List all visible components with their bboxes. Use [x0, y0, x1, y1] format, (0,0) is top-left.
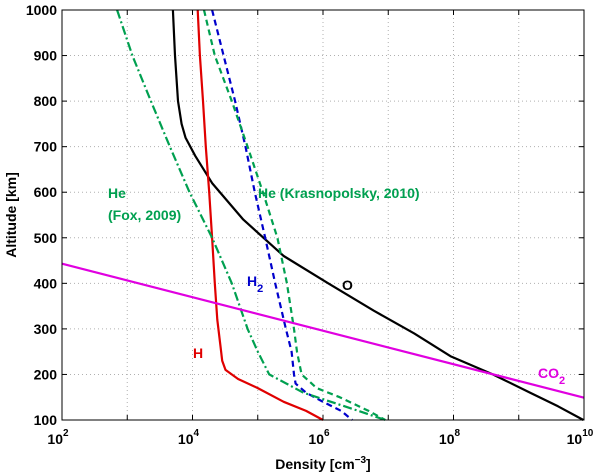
- y-tick-label: 400: [34, 275, 58, 291]
- x-tick-label: 102: [47, 428, 69, 447]
- annotation-he-fox-line2: (Fox, 2009): [108, 207, 181, 223]
- annotation-he-krasnopolsky: He (Krasnopolsky, 2010): [258, 185, 420, 201]
- y-axis-title: Altitude [km]: [3, 172, 19, 258]
- y-tick-label: 700: [34, 139, 58, 155]
- x-tick-label: 106: [308, 428, 330, 447]
- series-line-he-krasnopolsky-2010: [202, 9, 386, 421]
- series-line-co2: [61, 262, 585, 399]
- y-tick-label: 300: [34, 321, 58, 337]
- data-series: [61, 9, 585, 422]
- x-axis-title: Density [cm−3]: [275, 455, 370, 472]
- y-tick-label: 800: [34, 93, 58, 109]
- annotation-co2: CO2: [538, 365, 565, 387]
- x-tick-label: 104: [178, 428, 200, 447]
- y-tick-label: 900: [34, 48, 58, 64]
- y-tick-label: 1000: [26, 2, 57, 18]
- series-line-he-fox-2009: [116, 9, 386, 422]
- annotation-h2: H2: [247, 273, 263, 295]
- series-line-h: [196, 9, 324, 421]
- annotation-o: O: [342, 277, 353, 293]
- annotation-h: H: [193, 345, 203, 361]
- y-tick-label: 200: [34, 366, 58, 382]
- axis-ticks: 100 200 300 400 500 600 700 800 900 1000 102 104 106…: [26, 2, 594, 447]
- y-tick-label: 500: [34, 230, 58, 246]
- annotation-he-fox-line1: He: [108, 185, 126, 201]
- series-line-o: [171, 9, 584, 421]
- y-tick-label: 100: [34, 412, 58, 428]
- y-tick-label: 600: [34, 184, 58, 200]
- x-tick-label: 108: [439, 428, 461, 447]
- x-tick-label: 1010: [567, 428, 594, 447]
